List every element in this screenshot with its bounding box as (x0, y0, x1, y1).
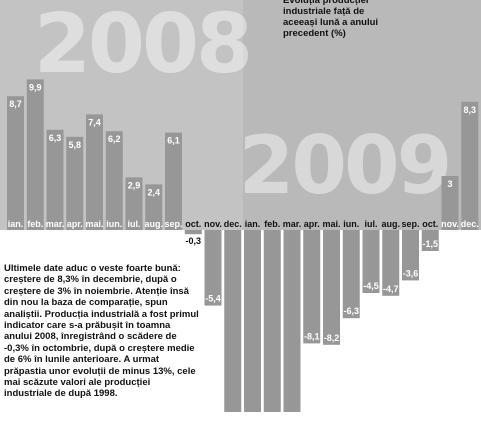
background-2009 (243, 0, 481, 230)
commentary-text: Ultimele date aduc o veste foarte bună: … (4, 263, 199, 400)
bar (145, 184, 163, 230)
category-label: aug. (381, 219, 400, 229)
data-label: -4,5 (363, 281, 379, 291)
category-label: iul. (365, 219, 378, 229)
bar (382, 230, 400, 296)
category-label: iun. (106, 219, 122, 229)
data-label: 6,2 (108, 134, 121, 144)
data-label: 6,1 (167, 136, 180, 146)
category-label: apr. (304, 219, 320, 229)
bar (342, 230, 360, 319)
category-label: iul. (128, 219, 141, 229)
category-label: oct. (185, 219, 201, 229)
bar (303, 230, 321, 344)
category-label: ian. (245, 219, 261, 229)
bar (224, 230, 242, 412)
chart-title: Evoluția producției industriale față de … (283, 0, 379, 39)
year-label-2009: 2009 (239, 119, 450, 212)
data-label: 2,4 (147, 187, 160, 197)
year-label-2008: 2008 (34, 0, 250, 92)
bar (184, 230, 202, 235)
bar (402, 230, 419, 281)
bar (125, 177, 143, 230)
data-label: -3,6 (403, 268, 419, 278)
category-label: mai. (85, 219, 103, 229)
data-label: 7,4 (88, 117, 101, 127)
data-label: -6,3 (343, 306, 359, 316)
data-label: -8,1 (304, 331, 320, 341)
bar (362, 230, 380, 293)
category-label: feb. (264, 219, 280, 229)
category-label: sep. (401, 219, 419, 229)
category-label: ian. (8, 219, 24, 229)
category-label: aug. (144, 219, 163, 229)
bar (461, 101, 479, 230)
bar (66, 136, 84, 230)
data-label: 9,9 (29, 82, 42, 92)
category-label: apr. (67, 219, 83, 229)
category-label: sep. (164, 219, 182, 229)
data-label: 6,3 (49, 133, 62, 143)
bar (105, 131, 123, 230)
bar (46, 129, 64, 230)
category-label: feb. (27, 219, 43, 229)
data-label: 8,3 (463, 105, 476, 115)
data-label: 5,8 (68, 140, 81, 150)
category-label: mar. (46, 219, 65, 229)
bar (263, 230, 281, 412)
category-label: oct. (422, 219, 438, 229)
bar (7, 96, 24, 230)
data-label: 2,9 (128, 180, 141, 190)
category-label: mar. (283, 219, 302, 229)
category-label: dec. (224, 219, 242, 229)
bar (165, 132, 182, 230)
data-label: 3 (447, 179, 452, 189)
data-label: -8,2 (324, 333, 340, 343)
category-label: mai. (322, 219, 340, 229)
data-label: -0,3 (185, 236, 201, 246)
bar (204, 230, 222, 306)
category-label: iun. (343, 219, 359, 229)
bar (86, 114, 103, 230)
category-label: nov. (441, 219, 459, 229)
bar (323, 230, 340, 345)
bar (421, 230, 439, 251)
bar (244, 230, 261, 412)
category-label: nov. (204, 219, 222, 229)
bar (26, 79, 44, 231)
bar (441, 176, 459, 230)
bar (283, 230, 301, 412)
data-label: -1,5 (422, 239, 438, 249)
data-label: 8,7 (9, 99, 22, 109)
category-label: dec. (461, 219, 479, 229)
data-label: -5,4 (205, 294, 221, 304)
data-label: -4,7 (383, 284, 399, 294)
